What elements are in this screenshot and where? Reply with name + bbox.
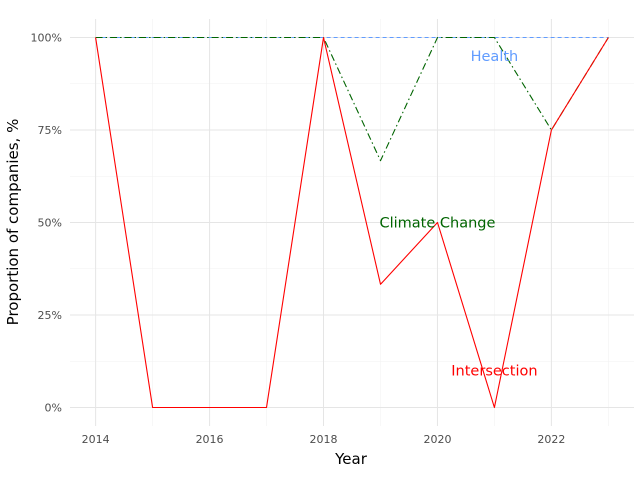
y-axis-title: Proportion of companies, % <box>4 119 22 326</box>
x-axis-title: Year <box>334 450 368 468</box>
series-label-intersection: Intersection <box>451 364 537 380</box>
y-tick-label: 50% <box>38 217 62 230</box>
series-annotations: Health Climate Change Intersection <box>379 49 537 380</box>
series-lines <box>95 36 609 409</box>
y-tick-label: 25% <box>38 309 62 322</box>
x-tick-label: 2016 <box>196 433 224 446</box>
x-tick-label: 2020 <box>423 433 451 446</box>
series-label-health: Health <box>471 49 519 65</box>
x-tick-label: 2014 <box>82 433 110 446</box>
series-line-climate-change <box>95 36 609 162</box>
y-tick-label: 100% <box>31 32 62 45</box>
series-label-climate-change: Climate Change <box>379 216 495 232</box>
series-line-intersection <box>95 36 609 409</box>
y-tick-label: 75% <box>38 124 62 137</box>
x-axis-ticks: 2014 2016 2018 2020 2022 <box>82 433 566 446</box>
x-tick-label: 2018 <box>310 433 338 446</box>
y-tick-label: 0% <box>45 402 62 415</box>
y-axis-ticks: 0% 25% 50% 75% 100% <box>31 32 62 415</box>
major-grid <box>70 19 634 426</box>
x-tick-label: 2022 <box>537 433 565 446</box>
